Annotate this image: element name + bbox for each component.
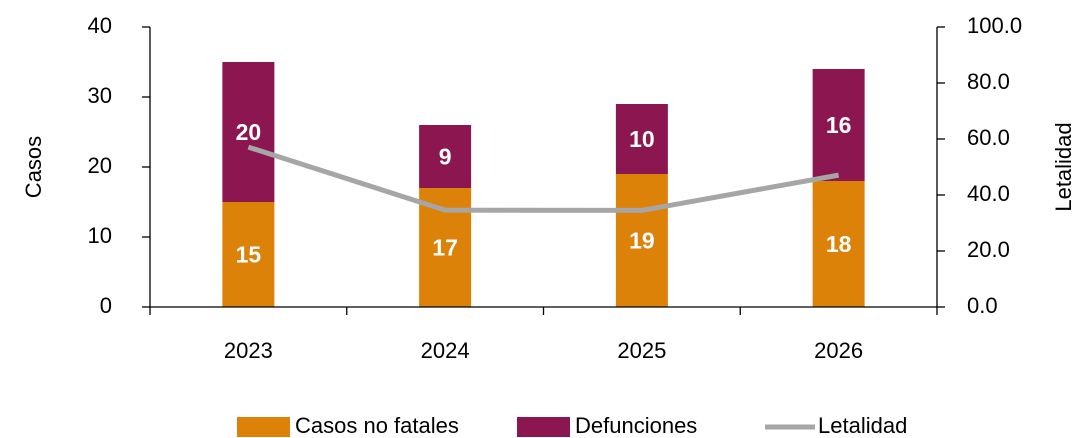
- data-label: 17: [432, 235, 458, 261]
- y-tick-label: 30: [88, 83, 112, 108]
- data-label: 20: [236, 119, 262, 145]
- legend-label: Defunciones: [575, 413, 697, 438]
- bar-segment: [222, 62, 275, 202]
- bar-segment: [222, 202, 275, 307]
- y2-tick-label: 80.0: [967, 69, 1010, 94]
- y-tick-label: 20: [88, 153, 112, 178]
- y-tick-label: 0: [100, 293, 112, 318]
- y2-tick-label: 60.0: [967, 125, 1010, 150]
- bar-segment: [812, 69, 865, 181]
- line: [247, 144, 840, 213]
- bar-segment: [419, 125, 472, 188]
- x-tick-label: 2024: [421, 338, 470, 363]
- legend-swatch: [237, 417, 290, 437]
- y2-axis-label: Letalidad: [1051, 122, 1076, 211]
- y-axis-label: Casos: [21, 136, 46, 198]
- data-label: 15: [236, 242, 262, 268]
- bar-segment: [615, 174, 668, 307]
- x-tick-label: 2026: [814, 338, 863, 363]
- data-label: 18: [826, 231, 852, 257]
- y2-tick-label: 100.0: [967, 13, 1022, 38]
- legend-label: Casos no fatales: [295, 413, 459, 438]
- data-label: 9: [439, 144, 452, 170]
- legend-label: Letalidad: [818, 413, 907, 438]
- x-tick-label: 2025: [617, 338, 666, 363]
- y-tick-label: 10: [88, 223, 112, 248]
- data-label: 19: [629, 228, 655, 254]
- bar-segment: [812, 181, 865, 307]
- y2-tick-label: 20.0: [967, 237, 1010, 262]
- y2-tick-label: 0.0: [967, 293, 998, 318]
- data-label: 16: [826, 112, 852, 138]
- legend-swatch: [517, 417, 570, 437]
- data-label: 10: [629, 126, 655, 152]
- y2-tick-label: 40.0: [967, 181, 1010, 206]
- y-tick-label: 40: [88, 13, 112, 38]
- bar-segment: [615, 104, 668, 174]
- x-tick-label: 2023: [224, 338, 273, 363]
